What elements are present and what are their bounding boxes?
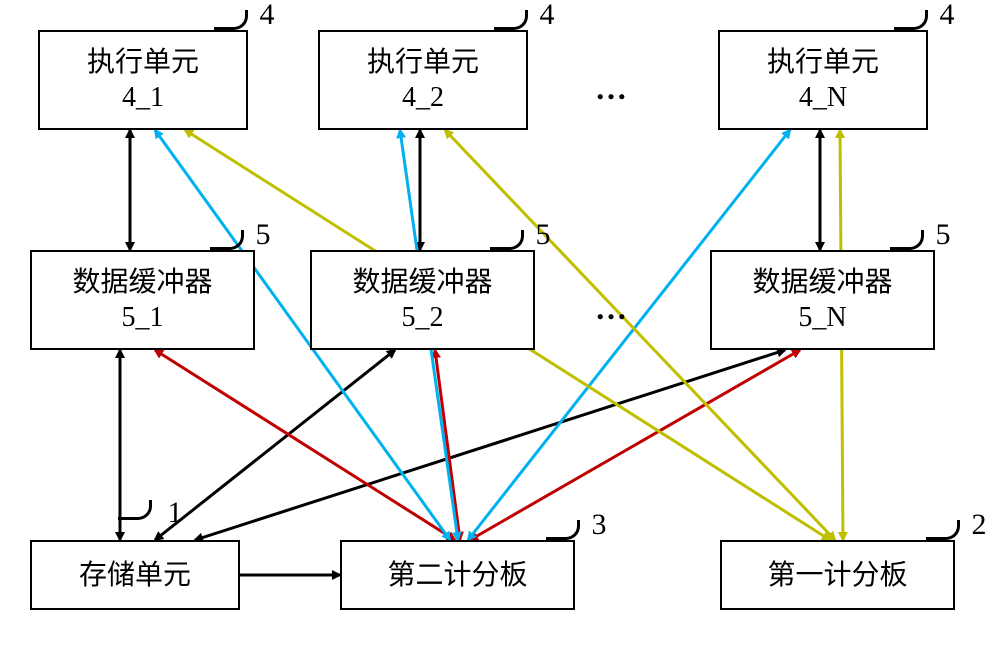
- ref-label: 5: [928, 218, 958, 252]
- node-title: 第二计分板: [387, 558, 527, 593]
- tag-hook-icon: [890, 230, 924, 250]
- node-exec-n: 执行单元 4_N: [718, 30, 928, 130]
- node-sub: 4_1: [122, 80, 164, 115]
- tag-hook-icon: [214, 10, 248, 30]
- tag-hook-icon: [118, 500, 152, 520]
- node-score2: 第二计分板: [340, 540, 575, 610]
- ref-label: 4: [252, 0, 282, 32]
- tag-hook-icon: [894, 10, 928, 30]
- ref-label: 1: [160, 496, 190, 530]
- node-exec-1: 执行单元 4_1: [38, 30, 248, 130]
- node-sub: 5_1: [122, 300, 164, 335]
- tag-hook-icon: [490, 230, 524, 250]
- node-buf-1: 数据缓冲器 5_1: [30, 250, 255, 350]
- node-title: 执行单元: [767, 45, 879, 80]
- tag-hook-icon: [494, 10, 528, 30]
- node-buf-2: 数据缓冲器 5_2: [310, 250, 535, 350]
- node-sub: 4_2: [402, 80, 444, 115]
- ref-label: 4: [932, 0, 962, 32]
- diagram-stage: 执行单元 4_1 4 执行单元 4_2 4 … 执行单元 4_N 4 数据缓冲器…: [0, 0, 1000, 646]
- node-sub: 4_N: [799, 80, 847, 115]
- node-title: 数据缓冲器: [752, 265, 892, 300]
- node-title: 存储单元: [79, 558, 191, 593]
- node-title: 执行单元: [367, 45, 479, 80]
- node-sub: 5_2: [402, 300, 444, 335]
- node-title: 第一计分板: [767, 558, 907, 593]
- node-buf-n: 数据缓冲器 5_N: [710, 250, 935, 350]
- ref-label: 5: [528, 218, 558, 252]
- node-exec-2: 执行单元 4_2: [318, 30, 528, 130]
- ref-label: 4: [532, 0, 562, 32]
- edge-sc2-buf1: [155, 350, 455, 540]
- edge-bufn-storage: [195, 350, 785, 540]
- tag-hook-icon: [926, 520, 960, 540]
- node-title: 数据缓冲器: [72, 265, 212, 300]
- edge-sc2-bufn: [470, 350, 800, 540]
- ellipsis: …: [595, 70, 629, 107]
- edge-sc2-buf2: [435, 350, 460, 540]
- edge-buf2-storage: [155, 350, 395, 540]
- tag-hook-icon: [210, 230, 244, 250]
- ref-label: 3: [584, 508, 614, 542]
- ref-label: 2: [964, 508, 994, 542]
- node-score1: 第一计分板: [720, 540, 955, 610]
- node-title: 执行单元: [87, 45, 199, 80]
- node-title: 数据缓冲器: [352, 265, 492, 300]
- ellipsis: …: [595, 290, 629, 327]
- node-sub: 5_N: [798, 300, 846, 335]
- node-storage: 存储单元: [30, 540, 240, 610]
- ref-label: 5: [248, 218, 278, 252]
- tag-hook-icon: [546, 520, 580, 540]
